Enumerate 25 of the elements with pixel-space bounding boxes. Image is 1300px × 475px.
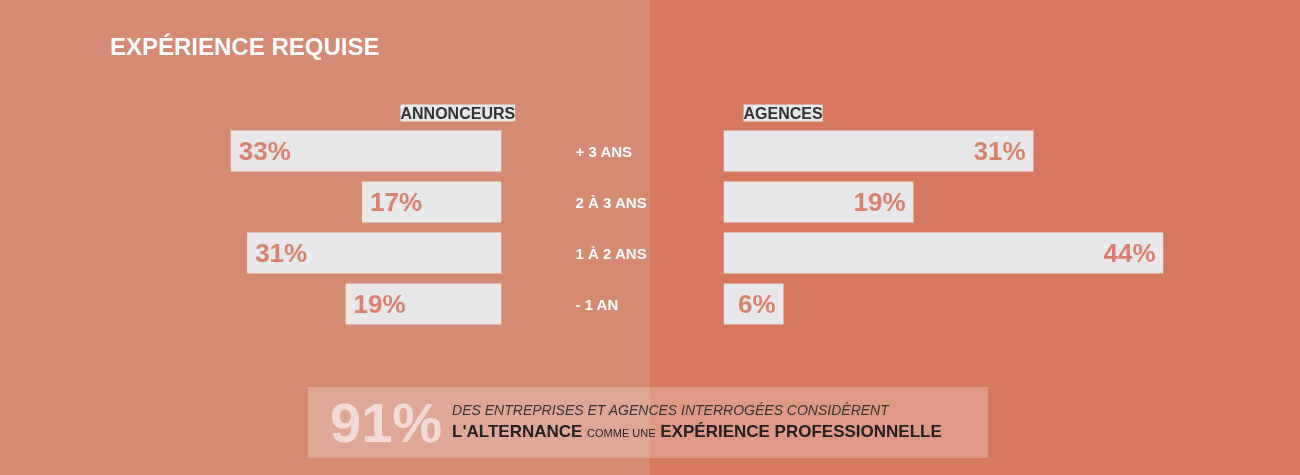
y-tick-label: 2 À 3 ANS	[575, 193, 647, 211]
text: L'ALTERNANCE	[452, 422, 583, 442]
series-label: AGENCES	[743, 104, 823, 122]
y-tick-label: - 1 AN	[575, 295, 619, 313]
bar	[723, 181, 914, 223]
data-label: 19%	[853, 187, 906, 217]
bar	[247, 232, 502, 274]
data-label: 33%	[238, 136, 291, 166]
chart-title: EXPÉRIENCE REQUISE	[109, 32, 381, 62]
bar	[723, 232, 1164, 274]
text: DES ENTREPRISES ET AGENCES INTERROGÉES CONSIDÈRENT	[452, 401, 891, 421]
data-label: 17%	[370, 187, 423, 217]
data-label: 6%	[737, 289, 776, 319]
series-label: ANNONCEURS	[400, 104, 516, 122]
text: COMME UNE	[587, 427, 656, 440]
bar	[230, 130, 502, 172]
text: EXPÉRIENCE PROFESSIONNELLE	[660, 422, 942, 442]
y-tick-label: 1 À 2 ANS	[575, 244, 647, 262]
data-label: 31%	[973, 136, 1026, 166]
data-label: 31%	[255, 238, 308, 268]
bar	[723, 130, 1034, 172]
text: 91%	[330, 389, 443, 456]
data-label: 19%	[353, 289, 406, 319]
data-label: 44%	[1103, 238, 1156, 268]
y-tick-label: + 3 ANS	[575, 142, 633, 160]
